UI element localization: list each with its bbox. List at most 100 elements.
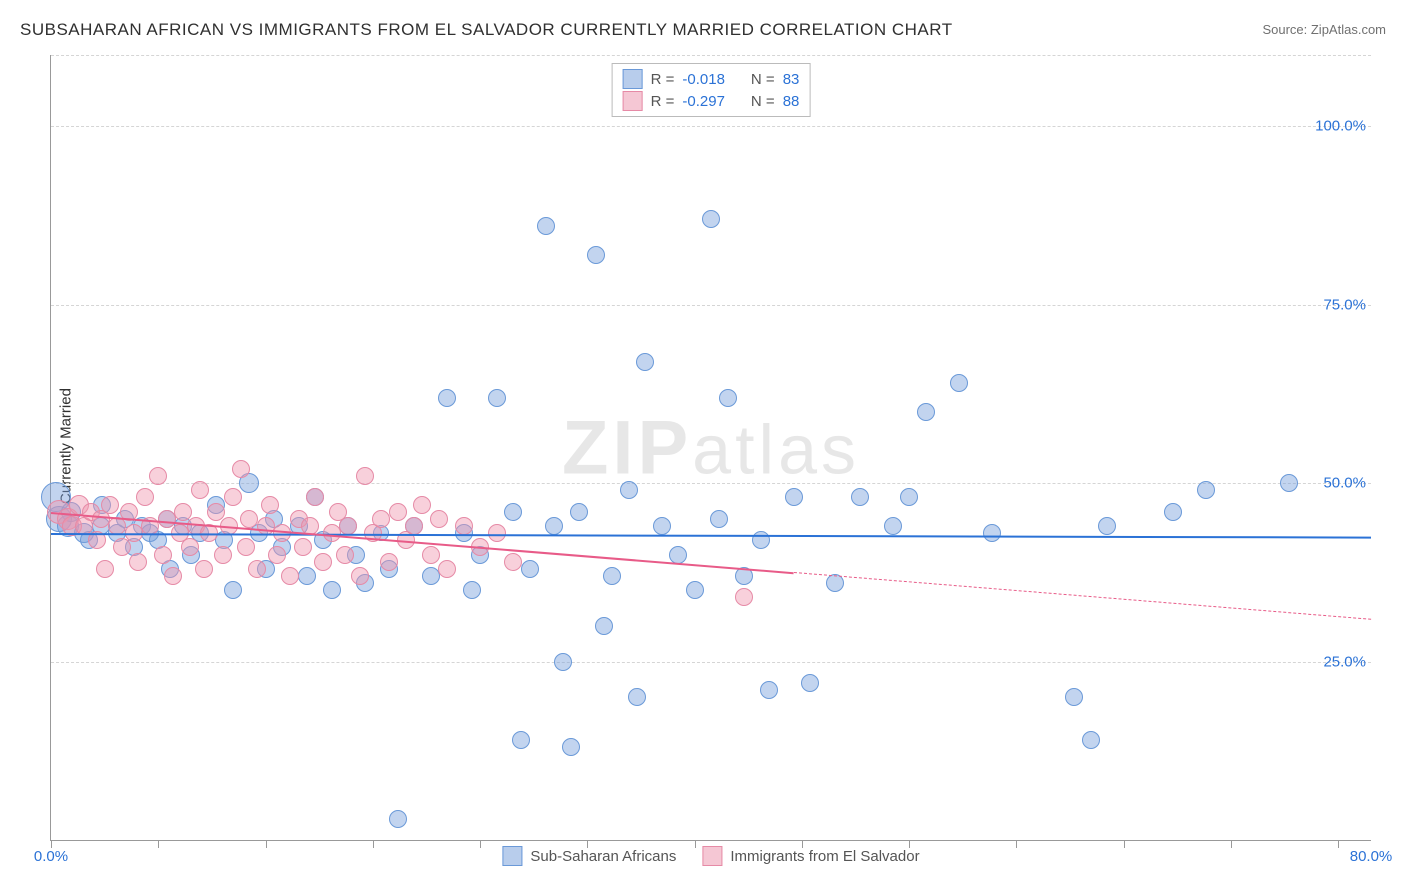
- legend-n-value: 88: [783, 93, 800, 110]
- data-point: [356, 467, 374, 485]
- data-point: [686, 581, 704, 599]
- data-point: [181, 538, 199, 556]
- legend-swatch: [623, 91, 643, 111]
- data-point: [207, 503, 225, 521]
- data-point: [710, 510, 728, 528]
- source-label: Source: ZipAtlas.com: [1262, 22, 1386, 37]
- data-point: [96, 560, 114, 578]
- y-tick-label: 50.0%: [1323, 475, 1366, 492]
- data-point: [537, 217, 555, 235]
- data-point: [554, 653, 572, 671]
- data-point: [900, 488, 918, 506]
- data-point: [488, 524, 506, 542]
- data-point: [113, 538, 131, 556]
- legend-series-name: Immigrants from El Salvador: [730, 848, 919, 865]
- data-point: [294, 538, 312, 556]
- data-point: [735, 588, 753, 606]
- legend-n-label: N =: [751, 93, 775, 110]
- data-point: [149, 467, 167, 485]
- data-point: [570, 503, 588, 521]
- data-point: [240, 510, 258, 528]
- data-point: [504, 553, 522, 571]
- data-point: [154, 546, 172, 564]
- data-point: [389, 503, 407, 521]
- data-point: [1280, 474, 1298, 492]
- data-point: [298, 567, 316, 585]
- data-point: [1082, 731, 1100, 749]
- data-point: [129, 553, 147, 571]
- data-point: [372, 510, 390, 528]
- data-point: [983, 524, 1001, 542]
- data-point: [422, 567, 440, 585]
- data-point: [281, 567, 299, 585]
- data-point: [884, 517, 902, 535]
- data-point: [224, 488, 242, 506]
- data-point: [306, 488, 324, 506]
- data-point: [101, 496, 119, 514]
- data-point: [785, 488, 803, 506]
- data-point: [603, 567, 621, 585]
- y-tick-label: 100.0%: [1315, 118, 1366, 135]
- data-point: [323, 581, 341, 599]
- y-tick-label: 75.0%: [1323, 296, 1366, 313]
- data-point: [237, 538, 255, 556]
- data-point: [512, 731, 530, 749]
- data-point: [488, 389, 506, 407]
- trend-line: [51, 533, 1371, 539]
- chart-title: SUBSAHARAN AFRICAN VS IMMIGRANTS FROM EL…: [20, 20, 953, 40]
- x-tick-label: 80.0%: [1350, 848, 1393, 865]
- data-point: [628, 688, 646, 706]
- data-point: [214, 546, 232, 564]
- x-tick-label: 0.0%: [34, 848, 68, 865]
- data-point: [336, 546, 354, 564]
- data-point: [587, 246, 605, 264]
- plot-area: ZIPatlas R =-0.018N =83R =-0.297N =88 Su…: [50, 55, 1371, 841]
- data-point: [504, 503, 522, 521]
- data-point: [413, 496, 431, 514]
- data-point: [351, 567, 369, 585]
- data-point: [224, 581, 242, 599]
- data-point: [702, 210, 720, 228]
- data-point: [455, 517, 473, 535]
- data-point: [463, 581, 481, 599]
- data-point: [389, 810, 407, 828]
- data-point: [405, 517, 423, 535]
- data-point: [191, 481, 209, 499]
- trend-line: [793, 572, 1371, 620]
- legend-n-value: 83: [783, 71, 800, 88]
- data-point: [422, 546, 440, 564]
- watermark: ZIPatlas: [562, 404, 860, 491]
- data-point: [438, 389, 456, 407]
- legend-r-label: R =: [651, 71, 675, 88]
- data-point: [232, 460, 250, 478]
- data-point: [430, 510, 448, 528]
- data-point: [595, 617, 613, 635]
- data-point: [314, 553, 332, 571]
- data-point: [653, 517, 671, 535]
- data-point: [1065, 688, 1083, 706]
- data-point: [339, 517, 357, 535]
- data-point: [248, 560, 266, 578]
- data-point: [195, 560, 213, 578]
- legend-r-label: R =: [651, 93, 675, 110]
- legend-swatch: [502, 846, 522, 866]
- data-point: [760, 681, 778, 699]
- data-point: [636, 353, 654, 371]
- legend-r-value: -0.018: [682, 71, 725, 88]
- legend-swatch: [623, 69, 643, 89]
- data-point: [521, 560, 539, 578]
- data-point: [917, 403, 935, 421]
- y-tick-label: 25.0%: [1323, 653, 1366, 670]
- data-point: [620, 481, 638, 499]
- data-point: [261, 496, 279, 514]
- correlation-legend: R =-0.018N =83R =-0.297N =88: [612, 63, 811, 117]
- data-point: [380, 553, 398, 571]
- data-point: [1164, 503, 1182, 521]
- data-point: [1197, 481, 1215, 499]
- legend-n-label: N =: [751, 71, 775, 88]
- legend-series-name: Sub-Saharan Africans: [530, 848, 676, 865]
- data-point: [1098, 517, 1116, 535]
- series-legend: Sub-Saharan Africans Immigrants from El S…: [502, 846, 919, 866]
- data-point: [158, 510, 176, 528]
- data-point: [136, 488, 154, 506]
